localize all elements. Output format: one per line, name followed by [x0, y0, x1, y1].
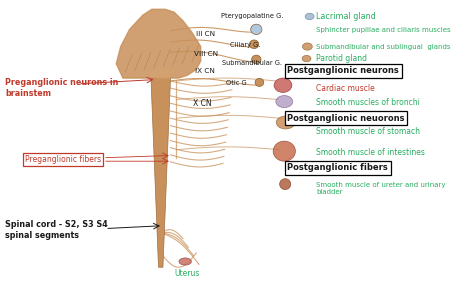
Text: Parotid gland: Parotid gland — [316, 54, 367, 62]
Text: Submandibular G.: Submandibular G. — [222, 60, 282, 66]
Text: Postganglionic neurons: Postganglionic neurons — [287, 67, 399, 75]
Ellipse shape — [255, 78, 264, 86]
Text: Smooth muscles of bronchi: Smooth muscles of bronchi — [316, 98, 420, 107]
Ellipse shape — [251, 24, 262, 35]
Text: Uterus: Uterus — [174, 269, 200, 278]
Ellipse shape — [249, 40, 259, 49]
Text: IX CN: IX CN — [195, 68, 215, 74]
Polygon shape — [150, 68, 172, 78]
Ellipse shape — [280, 179, 291, 190]
Text: Preganglionic fibers: Preganglionic fibers — [25, 155, 101, 164]
Text: Postganglionic neuorons: Postganglionic neuorons — [287, 114, 405, 123]
Text: Lacrimal gland: Lacrimal gland — [316, 12, 376, 21]
Text: Postganglionic fibers: Postganglionic fibers — [287, 163, 388, 172]
Text: Cardiac muscle: Cardiac muscle — [316, 84, 375, 93]
Ellipse shape — [273, 141, 295, 161]
Polygon shape — [151, 78, 171, 267]
Ellipse shape — [179, 258, 191, 265]
Text: Ciliary G.: Ciliary G. — [229, 42, 260, 48]
Text: Smooth muscle of ureter and urinary
bladder: Smooth muscle of ureter and urinary blad… — [316, 182, 446, 195]
Text: X CN: X CN — [193, 98, 211, 107]
Text: Sphincter pupillae and ciliaris muscles: Sphincter pupillae and ciliaris muscles — [316, 27, 451, 33]
Ellipse shape — [252, 55, 261, 64]
Text: Submandibular and sublingual  glands: Submandibular and sublingual glands — [316, 43, 451, 50]
Text: VIII CN: VIII CN — [194, 51, 218, 57]
Ellipse shape — [302, 43, 312, 50]
Ellipse shape — [302, 55, 311, 62]
Ellipse shape — [276, 96, 293, 108]
Text: Spinal cord - S2, S3 S4
spinal segments: Spinal cord - S2, S3 S4 spinal segments — [5, 220, 108, 240]
Text: Pterygopalatine G.: Pterygopalatine G. — [221, 14, 283, 20]
Text: Smooth muscle of intestines: Smooth muscle of intestines — [316, 147, 425, 156]
Text: III CN: III CN — [196, 31, 215, 37]
Ellipse shape — [305, 13, 314, 20]
Ellipse shape — [276, 116, 295, 129]
Ellipse shape — [274, 78, 292, 92]
Text: Otic G: Otic G — [226, 80, 246, 86]
Polygon shape — [116, 9, 201, 78]
Text: Preganglionic neurons in
brainstem: Preganglionic neurons in brainstem — [5, 78, 118, 98]
Text: Smooth muscle of stomach: Smooth muscle of stomach — [316, 128, 420, 137]
